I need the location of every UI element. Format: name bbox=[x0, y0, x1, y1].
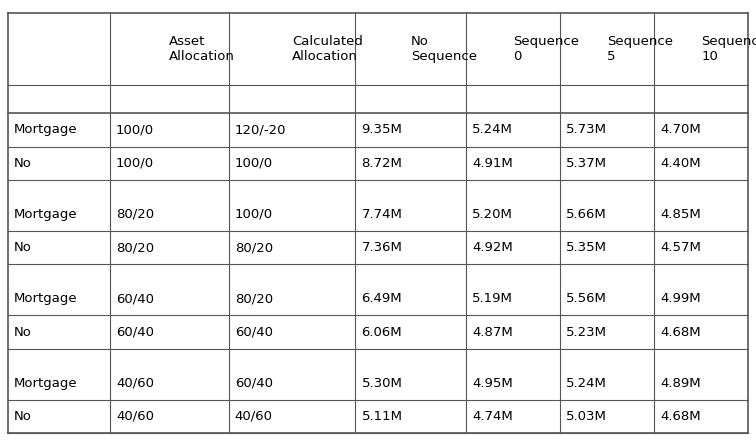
Text: 4.68M: 4.68M bbox=[660, 410, 701, 423]
Text: 80/20: 80/20 bbox=[116, 208, 154, 221]
Text: No: No bbox=[14, 410, 32, 423]
Text: 5.56M: 5.56M bbox=[566, 292, 607, 305]
Text: 5.73M: 5.73M bbox=[566, 123, 607, 137]
Text: 4.92M: 4.92M bbox=[472, 241, 513, 254]
Text: 60/40: 60/40 bbox=[116, 326, 154, 339]
Text: 60/40: 60/40 bbox=[116, 292, 154, 305]
Text: 5.23M: 5.23M bbox=[566, 326, 607, 339]
Text: 4.91M: 4.91M bbox=[472, 157, 513, 170]
Text: 80/20: 80/20 bbox=[116, 241, 154, 254]
Text: No: No bbox=[14, 241, 32, 254]
Text: 4.74M: 4.74M bbox=[472, 410, 513, 423]
Text: 5.11M: 5.11M bbox=[361, 410, 402, 423]
Text: 5.20M: 5.20M bbox=[472, 208, 513, 221]
Text: 5.66M: 5.66M bbox=[566, 208, 607, 221]
Text: 4.68M: 4.68M bbox=[660, 326, 701, 339]
Text: 5.24M: 5.24M bbox=[472, 123, 513, 137]
Text: Mortgage: Mortgage bbox=[14, 208, 77, 221]
Text: Mortgage: Mortgage bbox=[14, 292, 77, 305]
Text: 120/-20: 120/-20 bbox=[234, 123, 286, 137]
Text: No
Sequence: No Sequence bbox=[411, 35, 477, 63]
Text: Asset
Allocation: Asset Allocation bbox=[169, 35, 235, 63]
Text: 100/0: 100/0 bbox=[116, 157, 154, 170]
Text: 5.35M: 5.35M bbox=[566, 241, 607, 254]
Text: 60/40: 60/40 bbox=[234, 326, 273, 339]
Text: Sequence
0: Sequence 0 bbox=[513, 35, 579, 63]
Text: 4.95M: 4.95M bbox=[472, 377, 513, 390]
Text: No: No bbox=[14, 326, 32, 339]
Text: 60/40: 60/40 bbox=[234, 377, 273, 390]
Text: Sequence
5: Sequence 5 bbox=[607, 35, 674, 63]
Text: Mortgage: Mortgage bbox=[14, 123, 77, 137]
Text: 5.30M: 5.30M bbox=[361, 377, 402, 390]
Text: 4.85M: 4.85M bbox=[660, 208, 701, 221]
Text: 100/0: 100/0 bbox=[234, 208, 273, 221]
Text: 6.49M: 6.49M bbox=[361, 292, 402, 305]
Text: Calculated
Allocation: Calculated Allocation bbox=[292, 35, 363, 63]
Text: 5.37M: 5.37M bbox=[566, 157, 607, 170]
Text: 100/0: 100/0 bbox=[116, 123, 154, 137]
Text: 4.89M: 4.89M bbox=[660, 377, 701, 390]
Text: Mortgage: Mortgage bbox=[14, 377, 77, 390]
Text: 100/0: 100/0 bbox=[234, 157, 273, 170]
Text: 5.24M: 5.24M bbox=[566, 377, 607, 390]
Text: 40/60: 40/60 bbox=[234, 410, 273, 423]
Text: 40/60: 40/60 bbox=[116, 377, 154, 390]
Text: 4.87M: 4.87M bbox=[472, 326, 513, 339]
Text: Sequence
10: Sequence 10 bbox=[702, 35, 756, 63]
Text: 4.99M: 4.99M bbox=[660, 292, 701, 305]
Text: 80/20: 80/20 bbox=[234, 292, 273, 305]
Text: 40/60: 40/60 bbox=[116, 410, 154, 423]
Text: 9.35M: 9.35M bbox=[361, 123, 402, 137]
Text: 7.36M: 7.36M bbox=[361, 241, 402, 254]
Text: 4.57M: 4.57M bbox=[660, 241, 702, 254]
Text: 4.70M: 4.70M bbox=[660, 123, 701, 137]
Text: No: No bbox=[14, 157, 32, 170]
Text: 8.72M: 8.72M bbox=[361, 157, 402, 170]
Text: 5.03M: 5.03M bbox=[566, 410, 607, 423]
Text: 4.40M: 4.40M bbox=[660, 157, 701, 170]
Text: 6.06M: 6.06M bbox=[361, 326, 402, 339]
Text: 7.74M: 7.74M bbox=[361, 208, 402, 221]
Text: 5.19M: 5.19M bbox=[472, 292, 513, 305]
Text: 80/20: 80/20 bbox=[234, 241, 273, 254]
